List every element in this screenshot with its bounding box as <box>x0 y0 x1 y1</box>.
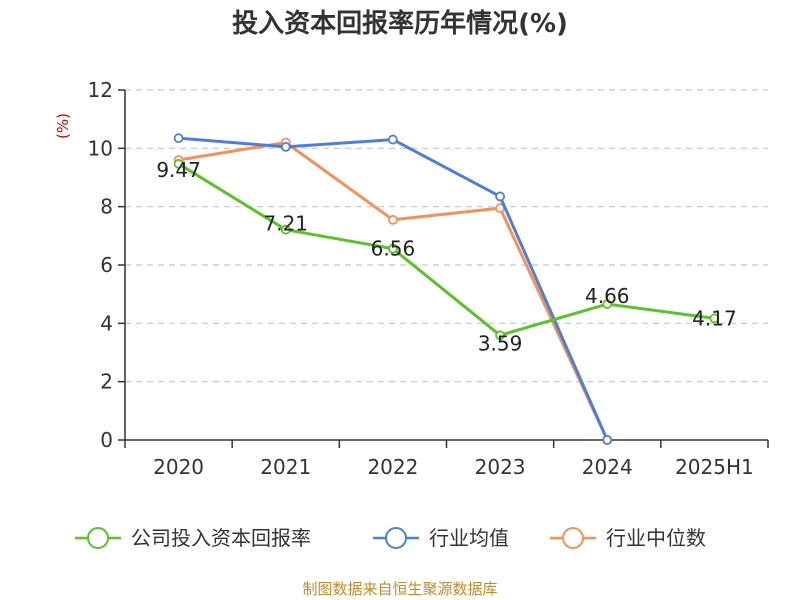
data-labels: 9.47 7.21 6.56 3.59 4.66 4.17 <box>156 158 736 355</box>
x-tick-label: 2020 <box>153 455 204 479</box>
data-label: 6.56 <box>371 237 416 261</box>
y-tick-label: 2 <box>100 370 113 394</box>
y-tick-label: 10 <box>88 136 113 160</box>
data-point <box>602 299 613 309</box>
legend-label: 公司投入资本回报率 <box>131 526 311 550</box>
legend-marker <box>385 527 407 549</box>
legend-item: 行业中位数 <box>550 526 706 550</box>
y-tick-label: 8 <box>100 195 113 219</box>
legend-marker <box>87 527 109 549</box>
x-tick-label: 2024 <box>582 455 633 479</box>
series-line <box>178 136 609 441</box>
series-1 <box>173 133 613 445</box>
series-2 <box>173 137 613 445</box>
y-tick-label: 4 <box>100 311 113 335</box>
data-point <box>173 158 184 169</box>
data-point <box>280 141 291 152</box>
data-label: 7.21 <box>263 212 308 236</box>
x-tick-label: 2025H1 <box>675 455 754 479</box>
y-tick-label: 12 <box>88 78 113 102</box>
data-point <box>280 224 291 235</box>
x-tick-label: 2022 <box>367 455 418 479</box>
y-unit-label: (%) <box>54 113 72 139</box>
data-point <box>495 191 505 202</box>
y-tick-label: 6 <box>100 253 113 277</box>
legend-label: 行业中位数 <box>606 526 706 550</box>
legend-label: 行业均值 <box>429 526 509 550</box>
data-point <box>709 313 720 324</box>
data-point <box>388 134 398 145</box>
legend: 公司投入资本回报率 行业均值 行业中位数 <box>75 526 706 550</box>
series-line <box>177 162 715 337</box>
legend-item: 公司投入资本回报率 <box>75 526 311 550</box>
series-group <box>173 133 720 445</box>
axes: 0 2 4 6 8 10 12 2020 2021 2022 2023 2024 2025H1 <box>88 78 769 479</box>
data-label: 4.17 <box>692 306 737 330</box>
y-tick-label: 0 <box>100 428 113 452</box>
data-label: 3.59 <box>478 331 523 355</box>
data-point <box>388 214 398 225</box>
series-0 <box>173 158 720 341</box>
legend-item: 行业均值 <box>373 526 509 550</box>
x-tick-label: 2021 <box>260 455 311 479</box>
legend-marker <box>562 527 584 549</box>
grid <box>125 89 768 383</box>
data-point <box>388 243 398 254</box>
data-point <box>602 435 613 445</box>
source-note: 制图数据来自恒生聚源数据库 <box>302 580 497 598</box>
data-point <box>495 330 505 341</box>
chart-title: 投入资本回报率历年情况(%) <box>232 8 568 39</box>
data-label: 9.47 <box>156 158 201 182</box>
data-label: 4.66 <box>585 284 630 308</box>
data-point <box>173 133 184 144</box>
x-tick-label: 2023 <box>475 455 526 479</box>
